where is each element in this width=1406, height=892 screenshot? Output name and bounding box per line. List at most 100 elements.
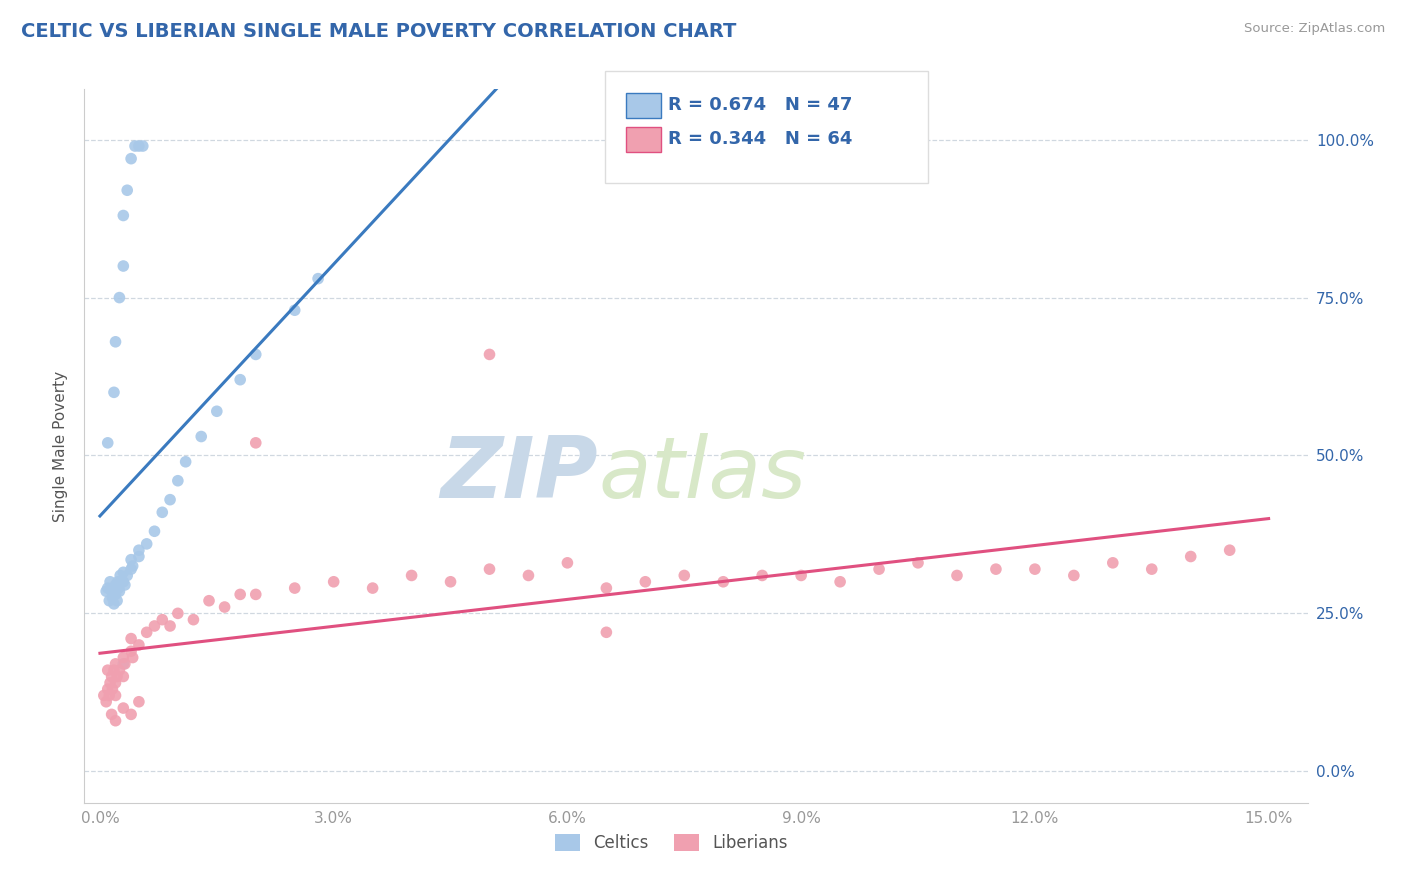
Point (1063, 568, 1085, 582)
Point (143, 524, 166, 539)
Text: ZIP: ZIP (440, 433, 598, 516)
Point (96, 584, 118, 599)
Point (112, 701, 135, 715)
Point (322, 574, 344, 589)
Point (124, 139, 146, 153)
Point (132, 139, 155, 153)
Text: Source: ZipAtlas.com: Source: ZipAtlas.com (1244, 22, 1385, 36)
Point (121, 650, 143, 665)
Point (97, 581, 120, 595)
Point (114, 578, 136, 592)
Text: atlas: atlas (598, 433, 806, 516)
Point (830, 574, 852, 589)
Point (143, 619, 166, 633)
Point (112, 209, 135, 223)
Point (128, 549, 150, 564)
Point (245, 435, 267, 450)
Point (104, 689, 127, 703)
Point (790, 568, 813, 582)
Point (120, 562, 142, 576)
Point (104, 714, 127, 728)
Point (96, 695, 118, 709)
Point (104, 587, 127, 601)
Point (120, 707, 142, 722)
Point (112, 574, 135, 589)
Point (711, 574, 734, 589)
Point (112, 566, 135, 580)
Point (128, 139, 150, 153)
Text: R = 0.344   N = 64: R = 0.344 N = 64 (668, 130, 852, 148)
Point (634, 574, 657, 589)
Point (166, 474, 188, 488)
Point (97, 682, 120, 697)
Point (1140, 562, 1163, 576)
Point (112, 259, 135, 273)
Point (166, 607, 188, 621)
Point (595, 625, 617, 640)
Point (159, 619, 181, 633)
Point (439, 574, 461, 589)
Point (105, 669, 128, 683)
Point (128, 695, 150, 709)
Point (120, 644, 142, 658)
Text: CELTIC VS LIBERIAN SINGLE MALE POVERTY CORRELATION CHART: CELTIC VS LIBERIAN SINGLE MALE POVERTY C… (21, 22, 737, 41)
Point (98, 593, 121, 607)
Point (103, 385, 125, 400)
Point (478, 562, 501, 576)
Point (517, 568, 540, 582)
Point (108, 663, 131, 677)
Point (98, 574, 121, 589)
Point (112, 657, 135, 671)
Point (190, 429, 212, 443)
Point (98, 689, 121, 703)
Point (135, 625, 157, 640)
Point (478, 347, 501, 361)
Point (120, 152, 142, 166)
Point (104, 334, 127, 349)
Point (159, 492, 181, 507)
Point (595, 581, 617, 595)
Point (198, 593, 221, 607)
Point (1219, 543, 1241, 558)
Point (245, 587, 267, 601)
Point (229, 373, 252, 387)
Point (101, 682, 124, 697)
Point (401, 568, 423, 582)
Legend: Celtics, Liberians: Celtics, Liberians (548, 827, 794, 859)
Point (245, 347, 267, 361)
Point (120, 552, 142, 566)
Text: R = 0.674   N = 47: R = 0.674 N = 47 (668, 96, 852, 114)
Point (112, 650, 135, 665)
Point (101, 591, 124, 605)
Point (907, 556, 929, 570)
Point (115, 568, 138, 582)
Point (104, 657, 127, 671)
Point (673, 568, 696, 582)
Point (115, 183, 138, 197)
Point (112, 669, 135, 683)
Point (93, 689, 115, 703)
Point (1024, 562, 1046, 576)
Point (104, 675, 127, 690)
Point (100, 669, 122, 683)
Point (108, 568, 131, 582)
Point (229, 587, 252, 601)
Point (150, 505, 173, 519)
Point (103, 597, 125, 611)
Point (984, 562, 1007, 576)
Point (214, 600, 236, 615)
Point (107, 574, 129, 589)
Point (103, 663, 125, 677)
Point (183, 613, 205, 627)
Point (128, 543, 150, 558)
Point (361, 581, 384, 595)
Point (751, 568, 773, 582)
Point (946, 568, 969, 582)
Point (121, 559, 143, 574)
Point (284, 581, 307, 595)
Point (557, 556, 579, 570)
Point (128, 638, 150, 652)
Point (307, 271, 329, 285)
Point (98, 675, 121, 690)
Point (868, 562, 890, 576)
